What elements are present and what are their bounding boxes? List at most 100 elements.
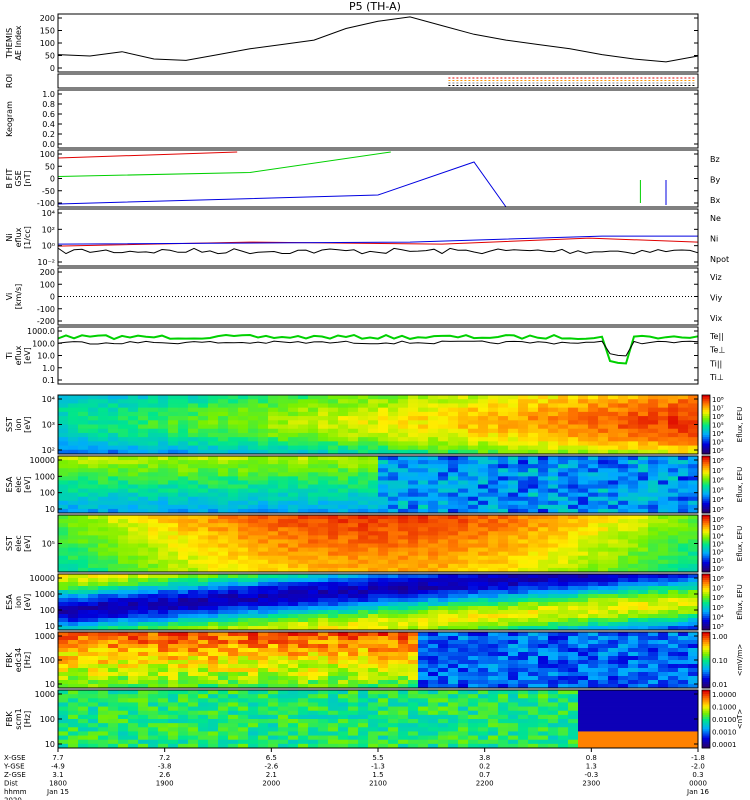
heatmap-cell-sst_e [378, 424, 389, 430]
y-axis-label-sst_i: SST [5, 536, 14, 551]
heatmap-cell-esa_e [408, 460, 419, 465]
heatmap-cell-sst_e [508, 403, 519, 409]
heatmap-cell-fbk_b [108, 714, 119, 720]
heatmap-cell-fbk_e [168, 648, 179, 653]
heatmap-cell-esa_i [588, 598, 599, 603]
heatmap-cell-sst_i [278, 555, 289, 561]
heatmap-cell-sst_i [338, 523, 349, 528]
heatmap-cell-esa_e [558, 508, 569, 514]
heatmap-cell-fbk_e [88, 648, 99, 653]
colorbar-cell-sst_i [702, 565, 710, 569]
heatmap-cell-sst_i [78, 515, 89, 520]
heatmap-cell-esa_i [148, 594, 159, 599]
heatmap-cell-esa_e [398, 492, 409, 498]
heatmap-cell-esa_e [78, 484, 89, 489]
heatmap-cell-esa_e [618, 504, 629, 510]
heatmap-cell-sst_e [408, 437, 419, 442]
heatmap-cell-fbk_e [608, 644, 619, 649]
heatmap-cell-esa_i [58, 598, 69, 603]
heatmap-cell-fbk_e [168, 680, 179, 685]
heatmap-cell-sst_i [148, 555, 159, 561]
heatmap-cell-fbk_e [268, 652, 279, 657]
heatmap-cell-sst_e [138, 441, 149, 446]
heatmap-cell-esa_i [178, 626, 189, 631]
heatmap-cell-fbk_e [398, 668, 409, 673]
heatmap-cell-fbk_e [438, 636, 449, 641]
heatmap-cell-sst_e [618, 395, 629, 400]
heatmap-cell-fbk_e [208, 644, 219, 649]
heatmap-cell-fbk_e [58, 644, 69, 649]
heatmap-cell-sst_i [278, 551, 289, 557]
heatmap-cell-sst_e [268, 445, 279, 451]
heatmap-cell-esa_i [638, 618, 649, 623]
heatmap-cell-sst_i [618, 551, 629, 557]
heatmap-cell-sst_i [268, 559, 279, 565]
heatmap-cell-sst_e [598, 449, 609, 455]
heatmap-cell-esa_e [308, 488, 319, 494]
heatmap-cell-sst_i [238, 539, 249, 544]
heatmap-cell-sst_i [348, 527, 359, 532]
heatmap-cell-fbk_b [108, 739, 119, 745]
heatmap-cell-esa_i [528, 602, 539, 607]
colorbar-cell-esa_e [702, 468, 710, 471]
colorbar-cell-fbk_e [702, 666, 710, 669]
heatmap-cell-esa_i [628, 614, 639, 619]
heatmap-cell-esa_i [418, 590, 429, 595]
heatmap-cell-fbk_e [88, 656, 99, 661]
heatmap-cell-esa_e [258, 464, 269, 469]
heatmap-cell-esa_i [348, 626, 359, 631]
heatmap-cell-esa_i [368, 574, 379, 579]
heatmap-cell-sst_i [138, 523, 149, 528]
heatmap-cell-sst_e [138, 416, 149, 421]
heatmap-cell-fbk_e [128, 656, 139, 661]
heatmap-cell-esa_e [608, 508, 619, 514]
heatmap-cell-fbk_e [58, 652, 69, 657]
heatmap-cell-esa_e [138, 492, 149, 498]
heatmap-cell-sst_e [58, 432, 69, 438]
heatmap-cell-sst_i [358, 559, 369, 565]
y-axis-label-keogram: Keogram [5, 101, 14, 137]
heatmap-cell-sst_e [128, 411, 139, 417]
heatmap-cell-fbk_e [558, 648, 569, 653]
heatmap-cell-fbk_e [438, 648, 449, 653]
heatmap-cell-esa_i [398, 590, 409, 595]
heatmap-cell-esa_i [168, 618, 179, 623]
heatmap-cell-sst_e [548, 428, 559, 434]
heatmap-cell-sst_e [298, 407, 309, 413]
heatmap-cell-esa_e [688, 456, 699, 461]
heatmap-cell-sst_i [478, 547, 489, 553]
heatmap-cell-sst_e [138, 411, 149, 417]
heatmap-cell-fbk_e [328, 652, 339, 657]
heatmap-cell-fbk_e [618, 676, 629, 681]
heatmap-cell-esa_e [88, 480, 99, 485]
heatmap-cell-fbk_e [418, 640, 429, 645]
heatmap-cell-fbk_e [688, 644, 699, 649]
heatmap-cell-fbk_e [278, 684, 289, 689]
heatmap-cell-sst_e [228, 432, 239, 438]
heatmap-cell-esa_e [128, 504, 139, 510]
heatmap-cell-esa_i [588, 582, 599, 587]
heatmap-cell-sst_e [168, 403, 179, 409]
heatmap-cell-esa_e [648, 500, 659, 506]
heatmap-cell-sst_e [238, 416, 249, 421]
heatmap-cell-fbk_e [218, 668, 229, 673]
heatmap-cell-fbk_e [338, 652, 349, 657]
heatmap-cell-sst_i [468, 539, 479, 544]
heatmap-cell-esa_i [108, 574, 119, 579]
heatmap-cell-sst_e [618, 420, 629, 425]
heatmap-cell-sst_e [668, 445, 679, 451]
heatmap-cell-esa_e [328, 508, 339, 514]
heatmap-cell-esa_e [278, 484, 289, 489]
heatmap-cell-esa_e [178, 500, 189, 506]
heatmap-cell-esa_i [528, 586, 539, 591]
heatmap-cell-sst_e [608, 399, 619, 404]
heatmap-cell-esa_e [88, 472, 99, 477]
heatmap-cell-esa_i [308, 602, 319, 607]
heatmap-cell-fbk_e [348, 648, 359, 653]
heatmap-cell-esa_i [278, 610, 289, 615]
heatmap-cell-sst_e [558, 399, 569, 404]
heatmap-cell-sst_e [488, 395, 499, 400]
heatmap-cell-esa_e [488, 456, 499, 461]
heatmap-cell-sst_e [608, 441, 619, 446]
heatmap-cell-esa_e [288, 508, 299, 514]
